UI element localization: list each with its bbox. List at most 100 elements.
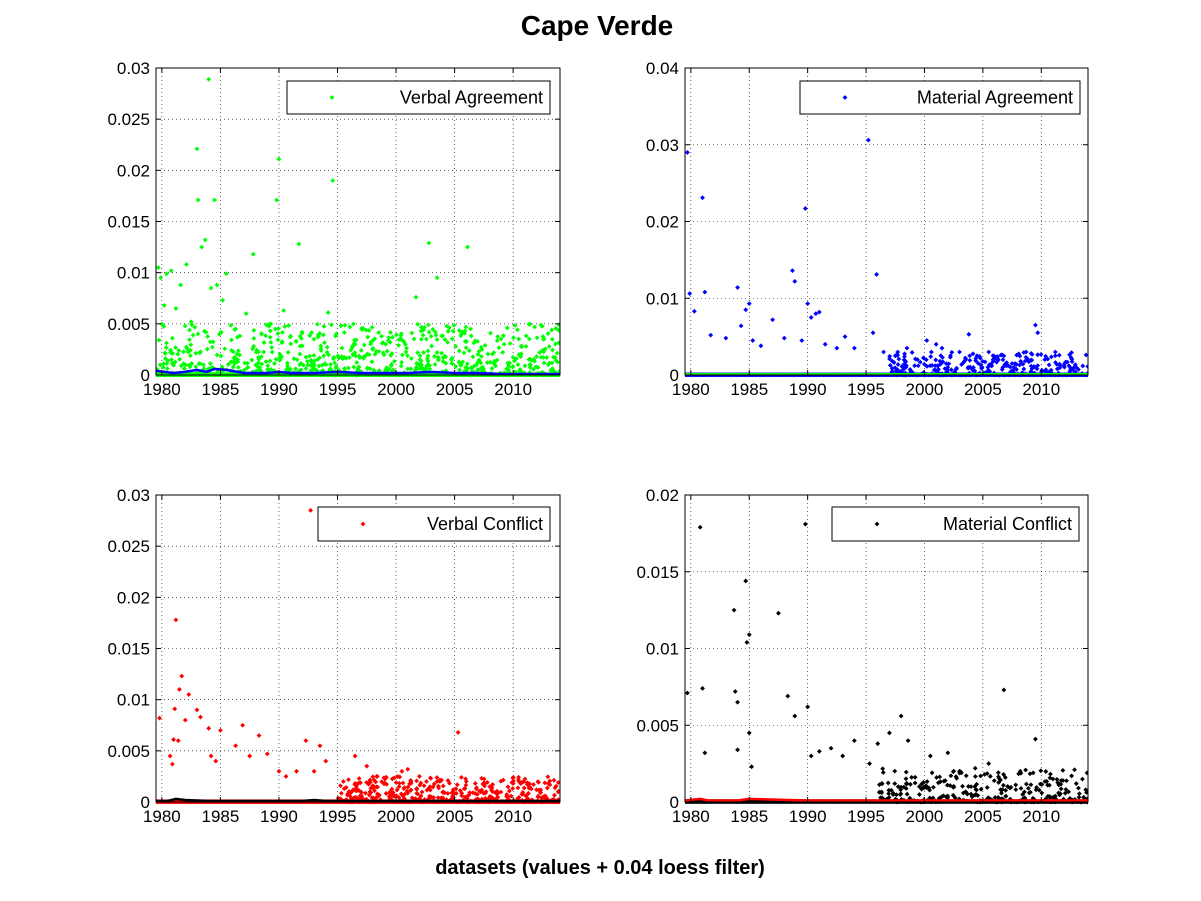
data-point	[1050, 776, 1056, 782]
data-point	[805, 704, 811, 710]
panel-material-conflict: 1980 1985 1990 1995 2000 2005 2010 0 0.005 0.01 0.…	[636, 486, 1089, 826]
data-point	[542, 346, 548, 352]
data-point	[466, 348, 472, 354]
data-point	[948, 773, 954, 779]
data-point	[439, 350, 445, 356]
data-point	[368, 790, 374, 795]
data-point	[992, 795, 998, 800]
plot-area	[685, 68, 1088, 375]
data-point	[431, 781, 437, 787]
data-point	[1037, 781, 1043, 787]
data-point	[723, 335, 729, 341]
x-tick-label: 1995	[319, 380, 357, 399]
data-point	[192, 324, 198, 330]
data-point	[195, 331, 201, 337]
data-point	[194, 707, 200, 713]
data-point	[324, 344, 330, 350]
data-point	[1013, 782, 1019, 788]
data-point	[425, 358, 431, 364]
data-point	[1038, 352, 1044, 357]
data-point	[364, 366, 370, 372]
data-point	[432, 361, 438, 367]
data-point	[1023, 349, 1029, 355]
data-point	[178, 282, 183, 288]
data-point	[896, 356, 902, 362]
data-point	[163, 356, 168, 361]
data-point	[538, 354, 544, 360]
data-point	[1054, 361, 1060, 367]
data-point	[251, 343, 257, 349]
data-point	[1072, 767, 1077, 773]
y-tick-label: 0.01	[646, 289, 679, 308]
data-point	[972, 765, 978, 771]
data-point	[161, 361, 167, 367]
data-point	[427, 787, 433, 793]
data-point	[195, 197, 201, 203]
data-point	[1043, 353, 1048, 359]
data-point	[802, 206, 808, 211]
data-point	[927, 795, 933, 801]
data-point	[263, 333, 268, 339]
data-point	[367, 366, 373, 372]
y-tick-label: 0.005	[107, 315, 150, 334]
data-point	[321, 324, 327, 329]
data-point	[340, 779, 346, 784]
data-point	[531, 357, 537, 363]
data-point	[851, 345, 857, 351]
data-point	[510, 354, 516, 360]
data-point	[241, 367, 247, 373]
loess-line	[156, 797, 560, 803]
y-tick-label: 0.02	[646, 213, 679, 232]
data-point	[182, 323, 188, 329]
data-point	[875, 741, 881, 747]
data-point	[495, 334, 501, 340]
data-point	[531, 366, 536, 372]
x-tick-label: 1985	[201, 807, 239, 826]
data-point	[908, 368, 914, 374]
data-point	[455, 730, 461, 735]
data-point	[187, 353, 193, 359]
data-point	[967, 353, 973, 359]
data-point	[379, 333, 384, 339]
data-point	[449, 361, 455, 367]
data-point	[450, 328, 456, 334]
data-point	[272, 361, 277, 366]
data-point	[987, 362, 993, 368]
data-point	[258, 331, 264, 337]
data-point	[555, 359, 560, 365]
data-point	[1029, 369, 1034, 375]
data-point	[393, 332, 399, 338]
data-point	[168, 268, 174, 274]
data-point	[916, 784, 922, 789]
data-point	[802, 521, 808, 527]
data-point	[541, 360, 547, 366]
data-point	[190, 332, 196, 338]
data-point	[966, 784, 971, 789]
data-point	[418, 328, 424, 334]
data-point	[1048, 367, 1054, 373]
data-point	[156, 337, 162, 343]
data-point	[937, 358, 943, 364]
data-point	[309, 330, 314, 336]
data-point	[368, 785, 374, 791]
data-point	[1048, 354, 1054, 360]
data-point	[964, 791, 970, 796]
data-point	[419, 789, 425, 795]
data-point	[427, 793, 432, 799]
data-point	[1029, 351, 1035, 357]
data-point	[198, 714, 203, 720]
data-point	[269, 349, 275, 355]
data-point	[288, 341, 294, 347]
data-point	[541, 337, 547, 342]
data-point	[369, 795, 375, 801]
data-point	[937, 774, 943, 780]
data-point	[532, 324, 538, 330]
data-point	[218, 353, 224, 359]
data-point	[325, 310, 331, 315]
data-point	[1025, 785, 1031, 791]
data-point	[184, 262, 189, 267]
data-point	[505, 360, 511, 366]
data-point	[1050, 794, 1056, 800]
data-point	[474, 785, 479, 791]
data-point	[231, 355, 237, 361]
